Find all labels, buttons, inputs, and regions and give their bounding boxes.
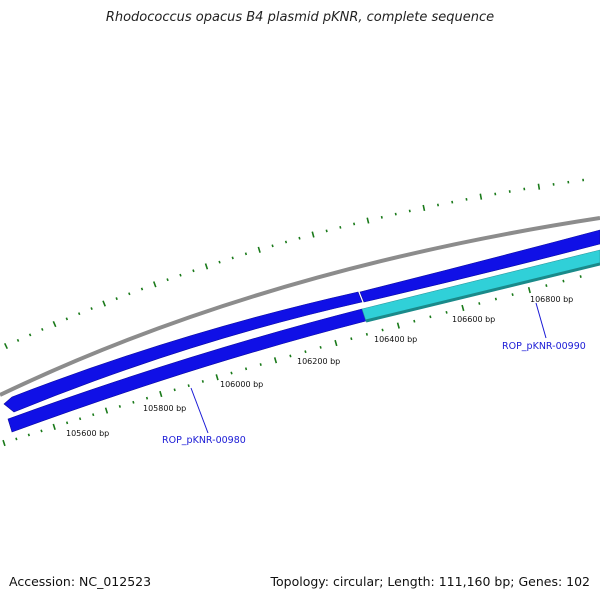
tick-mark [128, 292, 131, 296]
tick-mark [413, 319, 416, 323]
tick-mark [28, 333, 32, 337]
tick-mark [77, 312, 81, 316]
tick-mark [381, 328, 384, 332]
tick-mark [579, 275, 582, 278]
tick-mark [204, 263, 209, 270]
tick-mark [537, 183, 541, 190]
tick-label: 106600 bp [452, 315, 495, 324]
accession-text: Accession: NC_012523 [9, 574, 152, 589]
backbone-arc [0, 216, 600, 397]
tick-mark [166, 278, 169, 282]
tick-mark [104, 407, 109, 414]
outer-tick-ring [4, 178, 585, 350]
tick-mark [230, 371, 233, 375]
tick-mark [41, 327, 44, 331]
tick-label: 106000 bp [220, 380, 263, 389]
tick-label: 106400 bp [374, 335, 417, 344]
tick-mark [78, 417, 82, 421]
tick-mark [65, 317, 69, 321]
tick-mark [304, 350, 307, 354]
tick-mark [350, 337, 353, 341]
tick-mark [365, 332, 369, 336]
tick-mark [394, 212, 397, 216]
tick-mark [436, 203, 440, 207]
tick-mark [132, 400, 135, 404]
tick-mark [353, 222, 356, 226]
tick-mark [231, 256, 234, 260]
tick-mark [152, 281, 157, 288]
cds-reverse-cyan-edge [365, 262, 600, 323]
tick-mark [140, 287, 144, 291]
tick-mark [27, 433, 30, 437]
cds-forward-left[interactable] [3, 291, 363, 413]
map-title: Rhodococcus opacus B4 plasmid pKNR, comp… [105, 10, 495, 25]
tick-mark [40, 429, 43, 433]
inner-tick-ring [2, 275, 582, 447]
tick-label: 106200 bp [297, 357, 340, 366]
tick-mark [479, 193, 483, 200]
tick-mark [244, 252, 248, 256]
tick-mark [118, 405, 121, 408]
tick-mark [215, 374, 219, 381]
tick-mark [244, 367, 248, 371]
tick-mark [429, 315, 432, 319]
topology-summary: Topology: circular; Length: 111,160 bp; … [270, 574, 591, 589]
tick-mark [145, 396, 149, 400]
tick-mark [173, 388, 176, 392]
tick-mark [90, 307, 93, 311]
tick-mark [545, 284, 548, 288]
tick-mark [92, 413, 95, 417]
tick-mark [445, 310, 448, 314]
tick-mark [562, 279, 565, 283]
gene-leader-line [190, 387, 209, 434]
tick-label: 106800 bp [530, 295, 573, 304]
gene-leader-line [535, 302, 547, 339]
tick-mark [339, 225, 342, 229]
tick-mark [102, 300, 106, 307]
gene-label-rop-pknr-00990[interactable]: ROP_pKNR-00990 [502, 341, 586, 352]
tick-mark [179, 273, 182, 277]
tick-mark [511, 293, 514, 296]
tick-mark [494, 297, 497, 301]
tick-mark [273, 357, 278, 364]
tick-mark [4, 342, 8, 350]
tick-mark [289, 354, 292, 358]
tick-mark [311, 231, 315, 238]
tick-mark [380, 215, 383, 219]
cds-forward-right[interactable] [359, 229, 600, 303]
tick-mark [115, 297, 118, 301]
tick-mark [259, 363, 262, 366]
tick-mark [408, 209, 411, 213]
tick-mark [16, 338, 20, 342]
tick-label: 105600 bp [66, 429, 109, 438]
tick-mark [187, 384, 190, 388]
cds-reverse-blue[interactable] [7, 308, 367, 433]
tick-mark [159, 390, 163, 398]
tick-mark [15, 437, 18, 441]
tick-mark [218, 260, 221, 264]
tick-mark [201, 380, 204, 383]
tick-mark [461, 304, 465, 312]
tick-mark [257, 246, 261, 253]
tick-mark [366, 217, 370, 224]
tick-mark [52, 321, 57, 328]
tick-mark [422, 204, 426, 212]
tick-mark [284, 240, 288, 244]
gene-label-rop-pknr-00980[interactable]: ROP_pKNR-00980 [162, 435, 246, 446]
tick-mark [396, 322, 400, 329]
tick-mark [325, 229, 328, 233]
tick-mark [319, 345, 322, 349]
tick-mark [478, 302, 481, 305]
tick-mark [192, 269, 195, 273]
tick-label: 105800 bp [143, 404, 186, 413]
tick-mark [2, 439, 6, 447]
tick-mark [527, 286, 531, 294]
tick-mark [271, 244, 274, 248]
tick-mark [334, 339, 338, 347]
tick-mark [65, 421, 69, 425]
tick-mark [52, 423, 56, 430]
tick-mark [298, 236, 301, 240]
